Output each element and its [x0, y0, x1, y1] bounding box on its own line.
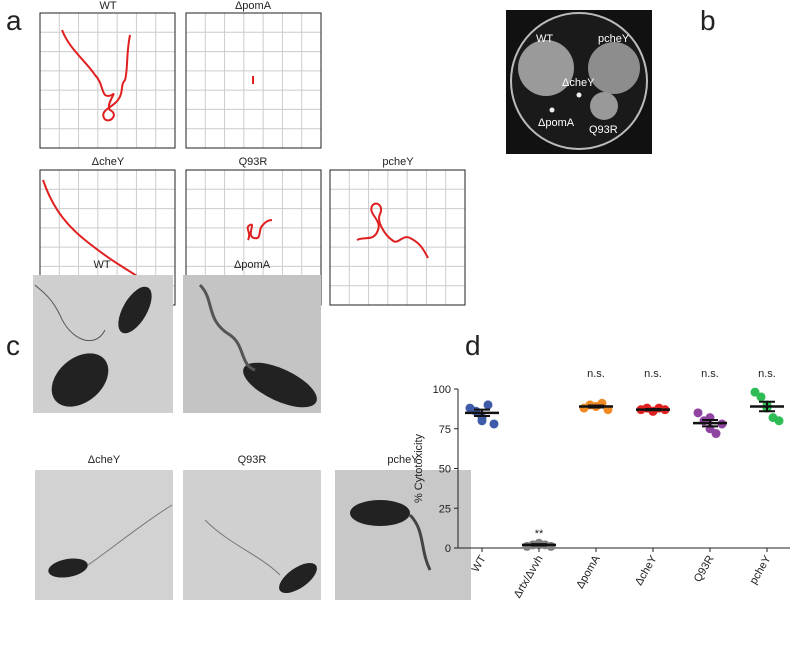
strain-label: WT	[536, 33, 553, 45]
error-bar	[759, 400, 775, 413]
y-axis-label: % Cytotoxicity	[413, 433, 425, 503]
cell	[350, 500, 410, 526]
x-tick-label: pcheY	[748, 553, 774, 587]
chart: 0 25 50 75 100 % Cytotoxicity WT Δrtx/Δvvh ** Δpo…	[413, 368, 790, 600]
y-tick-label: 75	[439, 424, 451, 436]
panel-label: b	[700, 5, 716, 36]
data-point	[756, 392, 766, 402]
panel-title: ΔcheY	[92, 156, 125, 168]
strain-label: Q93R	[589, 124, 618, 136]
panel-title: Q93R	[239, 156, 268, 168]
data-point	[774, 416, 784, 426]
error-bar	[702, 419, 718, 428]
strain-label: ΔpomA	[538, 117, 575, 129]
colony	[576, 92, 582, 98]
error-bar	[531, 543, 547, 547]
significance-label: n.s.	[701, 368, 719, 380]
data-point	[711, 429, 721, 439]
data-point	[483, 400, 493, 410]
track-box	[185, 12, 322, 149]
track	[61, 29, 131, 122]
halo	[588, 42, 640, 94]
data-point	[489, 419, 499, 429]
track	[356, 202, 429, 259]
colony	[549, 107, 555, 113]
panel-title: WT	[99, 0, 116, 12]
halo	[590, 92, 618, 120]
panel-title: ΔpomA	[234, 259, 271, 271]
micrograph	[35, 470, 173, 600]
micrographs	[33, 275, 471, 600]
cell	[243, 362, 317, 408]
significance-label: n.s.	[587, 368, 605, 380]
y-tick-label: 100	[433, 384, 451, 396]
track	[246, 219, 273, 241]
significance-label: **	[535, 528, 544, 540]
panel-label: a	[6, 5, 22, 36]
error-bar	[645, 408, 661, 412]
flagellum	[87, 504, 173, 566]
panel-title: pcheY	[387, 454, 419, 466]
panel-title: Q93R	[238, 454, 267, 466]
panel-title: ΔpomA	[235, 0, 272, 12]
halo	[518, 40, 574, 96]
track-box	[39, 12, 176, 149]
x-tick-label: ΔcheY	[633, 553, 660, 588]
flagellum	[198, 283, 256, 372]
cell	[118, 286, 152, 334]
data-point	[693, 408, 703, 418]
panel-title: WT	[93, 259, 110, 271]
y-tick-label: 0	[445, 543, 451, 555]
panel-label: d	[465, 330, 481, 361]
panel-title: pcheY	[382, 156, 414, 168]
y-tick-label: 25	[439, 503, 451, 515]
flagellum	[204, 519, 281, 576]
cell	[279, 562, 317, 594]
significance-label: n.s.	[644, 368, 662, 380]
panel-label: c	[6, 330, 20, 361]
data-point	[750, 387, 760, 397]
strain-label: ΔcheY	[562, 77, 595, 89]
track-box	[329, 169, 466, 306]
data-point	[546, 541, 556, 551]
x-tick-label: WT	[470, 553, 489, 574]
error-bar	[474, 408, 490, 418]
strain-label: pcheY	[598, 33, 630, 45]
cell	[51, 353, 109, 407]
panel-title: ΔcheY	[88, 454, 121, 466]
significance-label: n.s.	[758, 368, 776, 380]
x-tick-label: ΔpomA	[574, 553, 603, 591]
flagellum	[408, 513, 432, 571]
error-bar	[588, 404, 604, 409]
y-tick-label: 50	[439, 464, 451, 476]
flagellum	[34, 284, 106, 342]
micrograph	[335, 470, 471, 600]
x-tick-label: Q93R	[692, 553, 717, 584]
data-point	[477, 416, 487, 426]
cell	[48, 558, 88, 578]
x-tick-label: Δrtx/Δvvh	[512, 554, 546, 601]
